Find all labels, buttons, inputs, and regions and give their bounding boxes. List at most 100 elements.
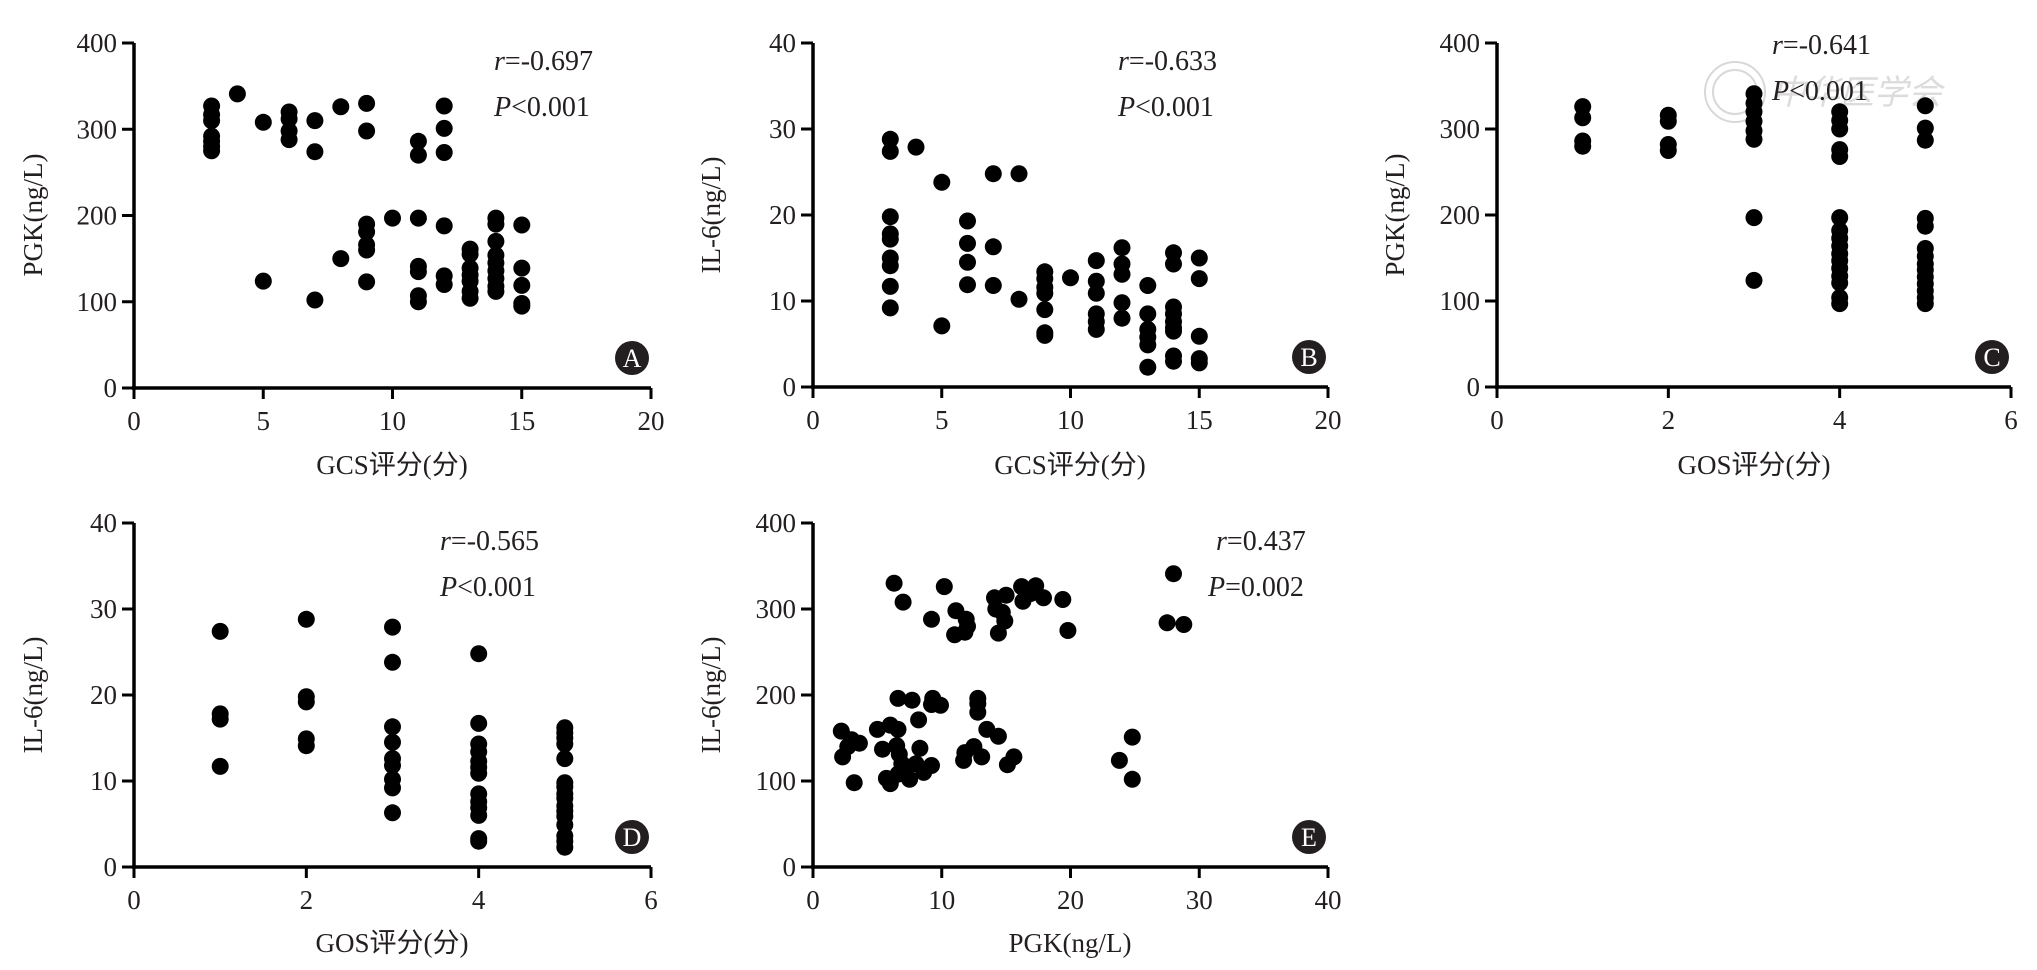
panel-d-y-tick-label: 20	[90, 680, 117, 710]
panel-a-data-point	[280, 131, 298, 149]
panel-a-data-point	[358, 223, 376, 241]
panel-a-data-point	[306, 112, 324, 130]
panel-d-data-point	[556, 735, 574, 753]
panel-c: 0 2 4 6 0 100 200 300 400 GOS评分(分) PGK(ng/L) r=-…	[1380, 28, 2018, 480]
panel-c-badge-circle	[1975, 340, 2009, 374]
panel-e-data-point	[1158, 614, 1176, 632]
panel-a-data-point	[487, 232, 505, 250]
panel-d-data-point	[297, 610, 315, 628]
panel-a-data-point	[409, 263, 427, 281]
panel-b-data-point	[1010, 165, 1028, 183]
panel-e-data-point	[989, 727, 1007, 745]
panel-b-data-point	[1036, 284, 1054, 302]
panel-e-data-point	[997, 586, 1015, 604]
panel-b-data-point	[933, 173, 951, 191]
panel-d-y-tick-label: 10	[90, 766, 117, 796]
panel-b-data-point	[1113, 309, 1131, 327]
panel-a-y-tick-label: 400	[77, 28, 118, 58]
panel-b-x-axis-title: GCS评分(分)	[994, 450, 1146, 480]
panel-e-y-tick-label: 400	[756, 508, 797, 538]
panel-a-data-point	[254, 272, 272, 290]
panel-d-data-point	[384, 718, 401, 736]
panel-c-y-tick-label: 300	[1440, 114, 1481, 144]
panel-e-data-point	[1054, 591, 1072, 608]
panel-e-data-point	[885, 574, 903, 592]
panel-b-data-point	[933, 317, 951, 335]
panel-a-data-point	[358, 273, 376, 291]
panel-a-r-value: r=-0.697	[494, 46, 593, 77]
panel-d-r-value: r=-0.565	[440, 526, 539, 557]
panel-e-y-tick-label: 300	[756, 594, 797, 624]
panel-d-data-point	[211, 622, 229, 640]
panel-b-data-point	[907, 138, 925, 156]
panel-c-data-point	[1916, 97, 1934, 115]
panel-b-y-tick-label: 40	[769, 28, 796, 58]
panel-a-data-point	[513, 259, 531, 277]
panel-d-x-tick-label: 6	[644, 885, 658, 915]
panel-e-x-tick-label: 0	[806, 885, 820, 915]
panel-a-data-point	[409, 146, 427, 164]
panel-e-data-point	[1005, 748, 1023, 766]
panel-d-data-point	[556, 838, 574, 856]
panel-e-data-point	[1059, 622, 1077, 639]
panel-e-badge-label: E	[1301, 823, 1317, 852]
panel-b-data-point	[1113, 265, 1131, 283]
panel-c-data-point	[1659, 112, 1677, 130]
panel-e-data-point	[969, 703, 987, 721]
panel-c-data-point	[1831, 148, 1849, 165]
panel-b-data-point	[1087, 252, 1105, 270]
panel-c-data-point	[1831, 209, 1849, 227]
panel-d-data-point	[470, 764, 488, 782]
panel-b-data-point	[1113, 294, 1131, 312]
panel-b-data-point	[1036, 326, 1054, 344]
panel-c-x-tick-label: 6	[2004, 405, 2018, 435]
panel-d-badge-label: D	[623, 823, 642, 852]
panel-a-data-point	[513, 297, 531, 315]
panel-b-data-point	[1190, 270, 1208, 288]
panel-d-p-value: P<0.001	[439, 572, 536, 603]
panel-a-data-point	[332, 250, 350, 268]
panel-b-y-axis-title: IL-6(ng/L)	[696, 157, 726, 274]
panel-c-x-tick-label: 2	[1662, 405, 1676, 435]
panel-e-data-point	[959, 617, 976, 635]
panel-b-badge: B	[1292, 340, 1326, 374]
panel-b-data-point	[881, 130, 899, 148]
panel-b-data-point	[1190, 354, 1208, 372]
panel-c-y-tick-label: 200	[1440, 200, 1481, 230]
panel-b-data-point	[959, 234, 976, 252]
panel-b-data-point	[881, 299, 899, 317]
panel-a-data-point	[461, 289, 479, 307]
panel-e-data-point	[923, 757, 940, 774]
panel-c-data-point	[1916, 119, 1934, 137]
panel-d-data-point	[384, 618, 401, 636]
panel-c-points	[1574, 85, 1934, 313]
panel-e-data-point	[874, 740, 891, 758]
panel-c-data-point	[1916, 217, 1934, 235]
panel-c-x-tick-label: 0	[1490, 405, 1504, 435]
panel-b-data-point	[959, 276, 976, 294]
panel-c-data-point	[1574, 109, 1592, 127]
panel-b-data-point	[1087, 320, 1105, 338]
panel-b-p-value: P<0.001	[1117, 92, 1214, 123]
panel-a-points	[203, 85, 531, 315]
panel-e-data-point	[901, 770, 919, 788]
panel-e-data-point	[1123, 728, 1141, 746]
panel-b-data-point	[1190, 327, 1208, 345]
panel-a-data-point	[409, 209, 427, 227]
panel-b-y-tick-label: 20	[769, 200, 796, 230]
panel-e-data-point	[973, 748, 991, 766]
panel-e-x-tick-label: 20	[1057, 885, 1084, 915]
panel-c-y-tick-label: 0	[1467, 372, 1481, 402]
panel-e-data-point	[932, 696, 949, 714]
panel-a-p-value: P<0.001	[493, 92, 590, 123]
panel-a-data-point	[513, 216, 531, 234]
panel-a-badge-label: A	[623, 344, 642, 373]
panel-b-data-point	[1139, 336, 1157, 354]
panel-e-y-axis-title: IL-6(ng/L)	[696, 637, 726, 754]
panel-d-data-point	[470, 832, 488, 850]
panel-a-y-tick-label: 0	[104, 373, 118, 403]
panel-b-data-point	[1087, 284, 1105, 302]
panel-c-y-tick-label: 100	[1440, 286, 1481, 316]
